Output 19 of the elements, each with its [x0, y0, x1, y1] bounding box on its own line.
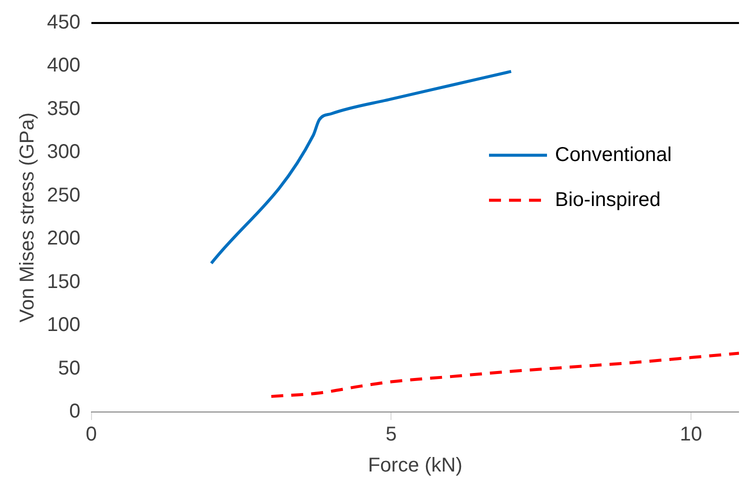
- legend-label: Conventional: [555, 144, 672, 166]
- line-series: [210, 70, 513, 265]
- x-tick-label: 5: [386, 424, 397, 446]
- x-axis-title: Force (kN): [368, 454, 462, 477]
- line-series: [270, 352, 739, 398]
- x-tick-label: 0: [86, 424, 97, 446]
- y-tick-label: 450: [46, 12, 80, 34]
- y-tick-label: 250: [46, 184, 80, 206]
- y-tick-label: 0: [69, 400, 80, 423]
- legend-label: Bio-inspired: [555, 188, 661, 211]
- y-tick-label: 150: [46, 270, 80, 293]
- y-tick-label: 200: [46, 228, 80, 250]
- y-tick-label: 350: [46, 98, 80, 120]
- y-axis-title: Von Mises stress (GPa): [16, 112, 39, 323]
- y-tick-label: 400: [46, 54, 80, 77]
- y-tick-label: 300: [46, 141, 80, 164]
- y-tick-label: 50: [58, 357, 80, 380]
- y-tick-label: 100: [46, 314, 80, 336]
- x-tick-label: 10: [680, 424, 702, 446]
